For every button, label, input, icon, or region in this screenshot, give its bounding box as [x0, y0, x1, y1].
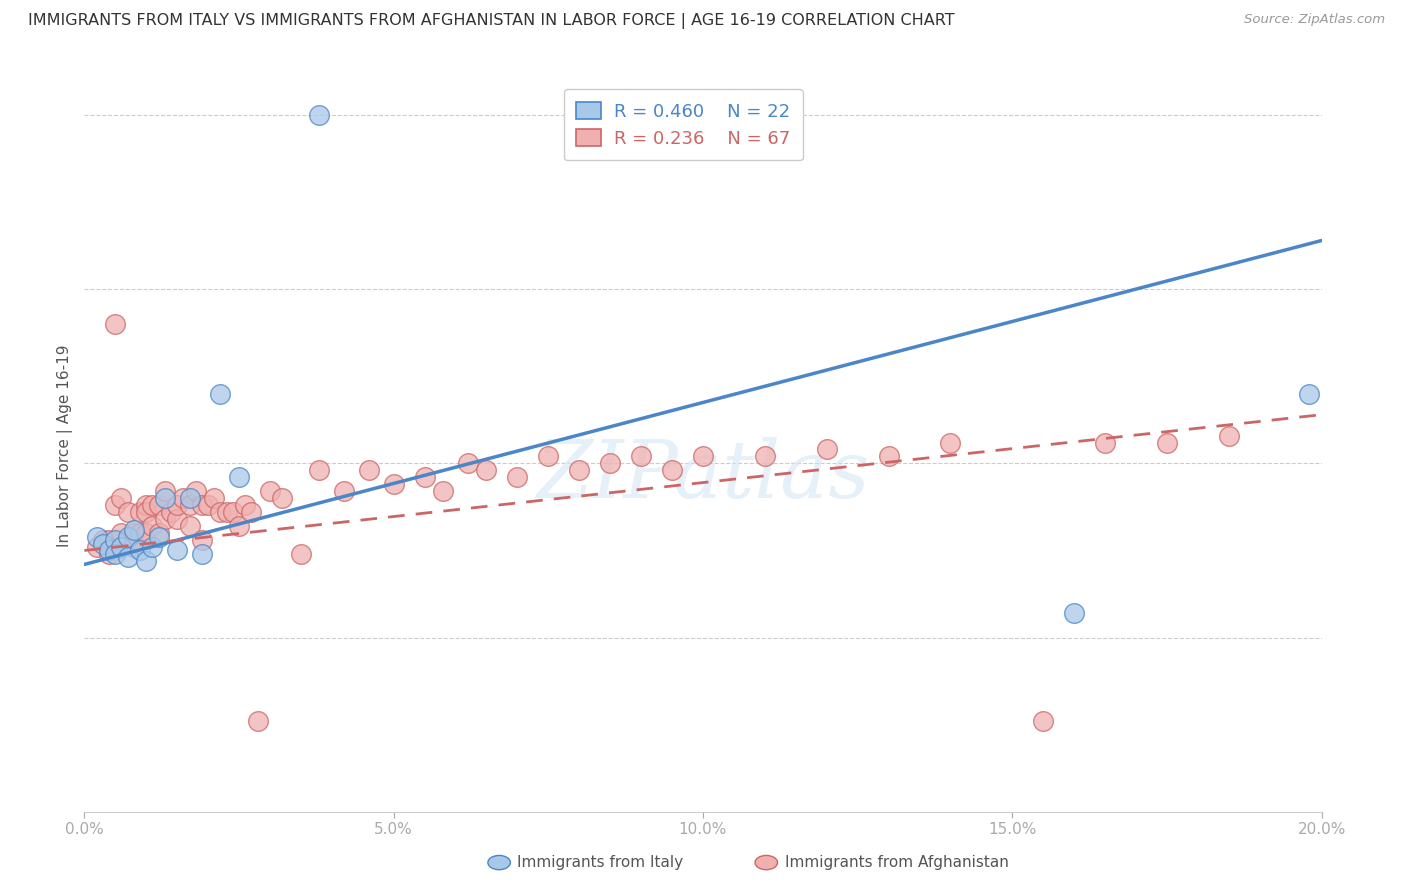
- Point: [104, 540, 127, 554]
- Text: Immigrants from Italy: Immigrants from Italy: [517, 855, 683, 870]
- Point: [179, 519, 201, 533]
- Point: [148, 530, 170, 544]
- Point: [568, 463, 591, 477]
- Point: [308, 108, 330, 122]
- Point: [104, 498, 127, 512]
- Point: [153, 484, 176, 499]
- Point: [228, 519, 250, 533]
- Point: [271, 491, 294, 506]
- Point: [1156, 435, 1178, 450]
- Point: [122, 526, 145, 541]
- Point: [259, 484, 281, 499]
- Point: [357, 463, 380, 477]
- Point: [117, 530, 139, 544]
- Point: [1218, 428, 1240, 442]
- Point: [122, 540, 145, 554]
- Point: [122, 523, 145, 537]
- Point: [86, 530, 108, 544]
- Point: [104, 317, 127, 331]
- Point: [240, 505, 263, 519]
- Point: [815, 442, 838, 457]
- Point: [179, 498, 201, 512]
- Point: [333, 484, 356, 499]
- Point: [191, 498, 214, 512]
- Text: IMMIGRANTS FROM ITALY VS IMMIGRANTS FROM AFGHANISTAN IN LABOR FORCE | AGE 16-19 : IMMIGRANTS FROM ITALY VS IMMIGRANTS FROM…: [28, 13, 955, 29]
- Point: [506, 470, 529, 484]
- Point: [129, 526, 152, 541]
- Point: [1298, 386, 1320, 401]
- Point: [228, 470, 250, 484]
- Point: [86, 540, 108, 554]
- Point: [110, 540, 132, 554]
- Point: [153, 512, 176, 526]
- Point: [432, 484, 454, 499]
- Point: [599, 457, 621, 471]
- Point: [166, 498, 188, 512]
- Point: [290, 547, 312, 561]
- Point: [135, 554, 157, 568]
- Point: [222, 505, 245, 519]
- Y-axis label: In Labor Force | Age 16-19: In Labor Force | Age 16-19: [58, 344, 73, 548]
- Point: [630, 450, 652, 464]
- Point: [215, 505, 238, 519]
- Point: [308, 463, 330, 477]
- Point: [160, 505, 183, 519]
- Point: [475, 463, 498, 477]
- Point: [141, 540, 163, 554]
- Point: [98, 543, 121, 558]
- Point: [129, 505, 152, 519]
- Point: [166, 543, 188, 558]
- Point: [110, 491, 132, 506]
- Point: [246, 714, 269, 728]
- Point: [172, 491, 194, 506]
- Point: [104, 533, 127, 547]
- Point: [117, 550, 139, 565]
- Point: [153, 491, 176, 506]
- Point: [135, 505, 157, 519]
- Point: [537, 450, 560, 464]
- Point: [117, 533, 139, 547]
- Point: [877, 450, 900, 464]
- Point: [141, 498, 163, 512]
- Point: [754, 450, 776, 464]
- Text: Source: ZipAtlas.com: Source: ZipAtlas.com: [1244, 13, 1385, 27]
- Point: [382, 477, 405, 491]
- Point: [104, 547, 127, 561]
- Point: [129, 543, 152, 558]
- Point: [209, 505, 232, 519]
- Legend: R = 0.460    N = 22, R = 0.236    N = 67: R = 0.460 N = 22, R = 0.236 N = 67: [564, 89, 803, 161]
- Point: [197, 498, 219, 512]
- Point: [202, 491, 225, 506]
- Point: [1094, 435, 1116, 450]
- Point: [135, 498, 157, 512]
- Point: [457, 457, 479, 471]
- Text: ZIPatlas: ZIPatlas: [536, 436, 870, 514]
- Point: [233, 498, 256, 512]
- Point: [91, 536, 114, 550]
- Point: [110, 526, 132, 541]
- Point: [413, 470, 436, 484]
- Point: [661, 463, 683, 477]
- Point: [179, 491, 201, 506]
- Point: [98, 533, 121, 547]
- Point: [1032, 714, 1054, 728]
- Point: [1063, 606, 1085, 620]
- Point: [692, 450, 714, 464]
- Point: [209, 386, 232, 401]
- Point: [135, 526, 157, 541]
- Point: [166, 512, 188, 526]
- Point: [191, 547, 214, 561]
- Text: Immigrants from Afghanistan: Immigrants from Afghanistan: [785, 855, 1008, 870]
- Point: [191, 533, 214, 547]
- Point: [141, 519, 163, 533]
- Point: [148, 526, 170, 541]
- Point: [939, 435, 962, 450]
- Point: [91, 533, 114, 547]
- Point: [117, 505, 139, 519]
- Point: [98, 547, 121, 561]
- Point: [148, 498, 170, 512]
- Point: [184, 484, 207, 499]
